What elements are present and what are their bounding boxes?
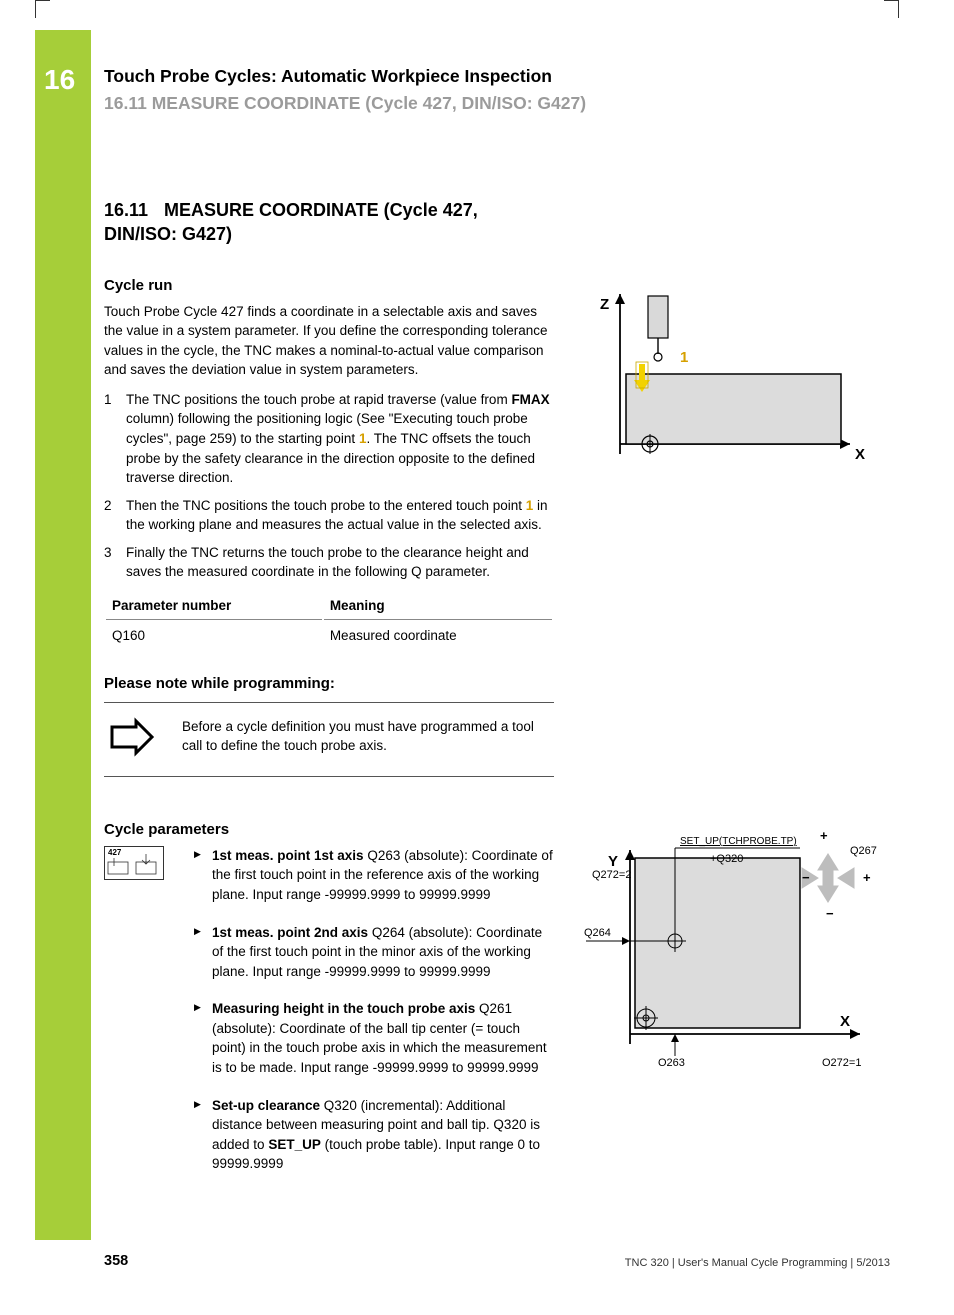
svg-text:−: −: [826, 906, 834, 921]
header-subtitle: 16.11 MEASURE COORDINATE (Cycle 427, DIN…: [104, 93, 864, 114]
svg-text:Q263: Q263: [658, 1057, 685, 1066]
svg-text:Q267: Q267: [850, 845, 877, 857]
svg-text:1: 1: [680, 349, 688, 366]
table-row: Q160 Measured coordinate: [106, 622, 552, 649]
note-heading: Please note while programming:: [104, 675, 554, 692]
main-content: 16.11MEASURE COORDINATE (Cycle 427, DIN/…: [104, 198, 554, 1192]
section-heading: 16.11MEASURE COORDINATE (Cycle 427, DIN/…: [104, 198, 554, 247]
param-item: 1st meas. point 1st axis Q263 (absolute)…: [194, 846, 554, 905]
note-box: Before a cycle definition you must have …: [104, 702, 554, 777]
chapter-sidebar: [35, 30, 91, 1240]
svg-text:+Q320: +Q320: [710, 853, 743, 865]
figure-2: X Y Q264 Q272=2 Q263 Q272=1 SET_UP(TCHPR…: [580, 826, 880, 1066]
cycle-run-intro: Touch Probe Cycle 427 finds a coordinate…: [104, 302, 554, 380]
svg-text:+: +: [863, 870, 871, 885]
header-title: Touch Probe Cycles: Automatic Workpiece …: [104, 66, 864, 87]
svg-text:X: X: [840, 1013, 850, 1030]
svg-text:X: X: [855, 446, 865, 463]
step-2: 2Then the TNC positions the touch probe …: [104, 496, 554, 535]
th-meaning: Meaning: [324, 594, 552, 620]
parameter-table: Parameter number Meaning Q160 Measured c…: [104, 592, 554, 651]
cycle-run-heading: Cycle run: [104, 277, 554, 294]
arrow-icon: [108, 717, 158, 762]
page-number: 358: [104, 1253, 128, 1269]
crop-mark-tl: [35, 0, 50, 18]
cycle-parameters: Cycle parameters 427 1st meas. point 1st…: [104, 821, 554, 1192]
cycle-icon: 427: [104, 846, 164, 880]
step-3: 3Finally the TNC returns the touch probe…: [104, 543, 554, 582]
page-header: Touch Probe Cycles: Automatic Workpiece …: [104, 66, 864, 114]
figure-1: X Z 1: [580, 284, 870, 484]
svg-text:SET_UP(TCHPROBE.TP): SET_UP(TCHPROBE.TP): [680, 836, 797, 847]
chapter-number: 16: [44, 64, 75, 96]
svg-text:Q264: Q264: [584, 927, 611, 939]
cycle-run-steps: 1The TNC positions the touch probe at ra…: [104, 390, 554, 582]
th-param-num: Parameter number: [106, 594, 322, 620]
param-bullets: 1st meas. point 1st axis Q263 (absolute)…: [194, 846, 554, 1192]
svg-text:Y: Y: [608, 853, 618, 870]
param-item: Measuring height in the touch probe axis…: [194, 999, 554, 1077]
svg-text:Z: Z: [600, 296, 609, 313]
param-item: Set-up clearance Q320 (incremental): Add…: [194, 1096, 554, 1174]
param-item: 1st meas. point 2nd axis Q264 (absolute)…: [194, 923, 554, 982]
crop-mark-tr: [884, 0, 899, 18]
footer-text: TNC 320 | User's Manual Cycle Programmin…: [625, 1257, 890, 1269]
note-text: Before a cycle definition you must have …: [182, 717, 550, 756]
svg-text:Q272=2: Q272=2: [592, 869, 631, 881]
section-num: 16.11: [104, 198, 164, 222]
svg-text:+: +: [820, 828, 828, 843]
cycle-params-heading: Cycle parameters: [104, 821, 554, 838]
svg-text:−: −: [802, 870, 810, 885]
svg-text:Q272=1: Q272=1: [822, 1057, 861, 1066]
step-1: 1The TNC positions the touch probe at ra…: [104, 390, 554, 488]
